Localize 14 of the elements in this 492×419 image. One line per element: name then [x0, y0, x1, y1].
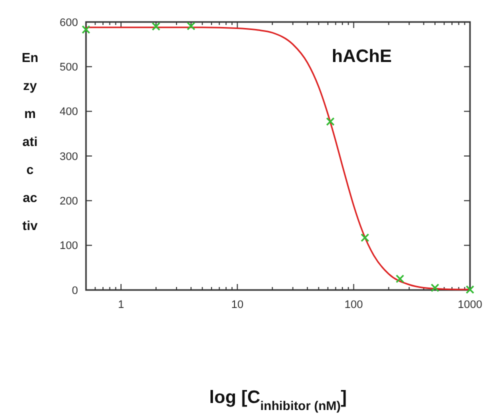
x-tick-label: 10 — [231, 299, 244, 311]
x-tick-label: 1 — [118, 299, 124, 311]
y-tick-label: 500 — [60, 62, 78, 74]
y-axis-title: Enzymatic activ — [22, 50, 38, 233]
y-tick-label: 0 — [72, 284, 78, 297]
x-tick-label: 100 — [344, 299, 363, 311]
y-tick-label: 600 — [60, 16, 78, 29]
x-axis-title: log [C$_{inhibitor (nM)}$] — [209, 387, 347, 413]
y-tick-label: 400 — [60, 106, 78, 118]
y-tick-label: 300 — [60, 150, 78, 163]
y-tick-label: 100 — [60, 240, 78, 252]
annotation: hAChE — [332, 46, 392, 66]
x-tick-label: 1000 — [458, 299, 482, 311]
y-tick-label: 200 — [60, 196, 78, 208]
